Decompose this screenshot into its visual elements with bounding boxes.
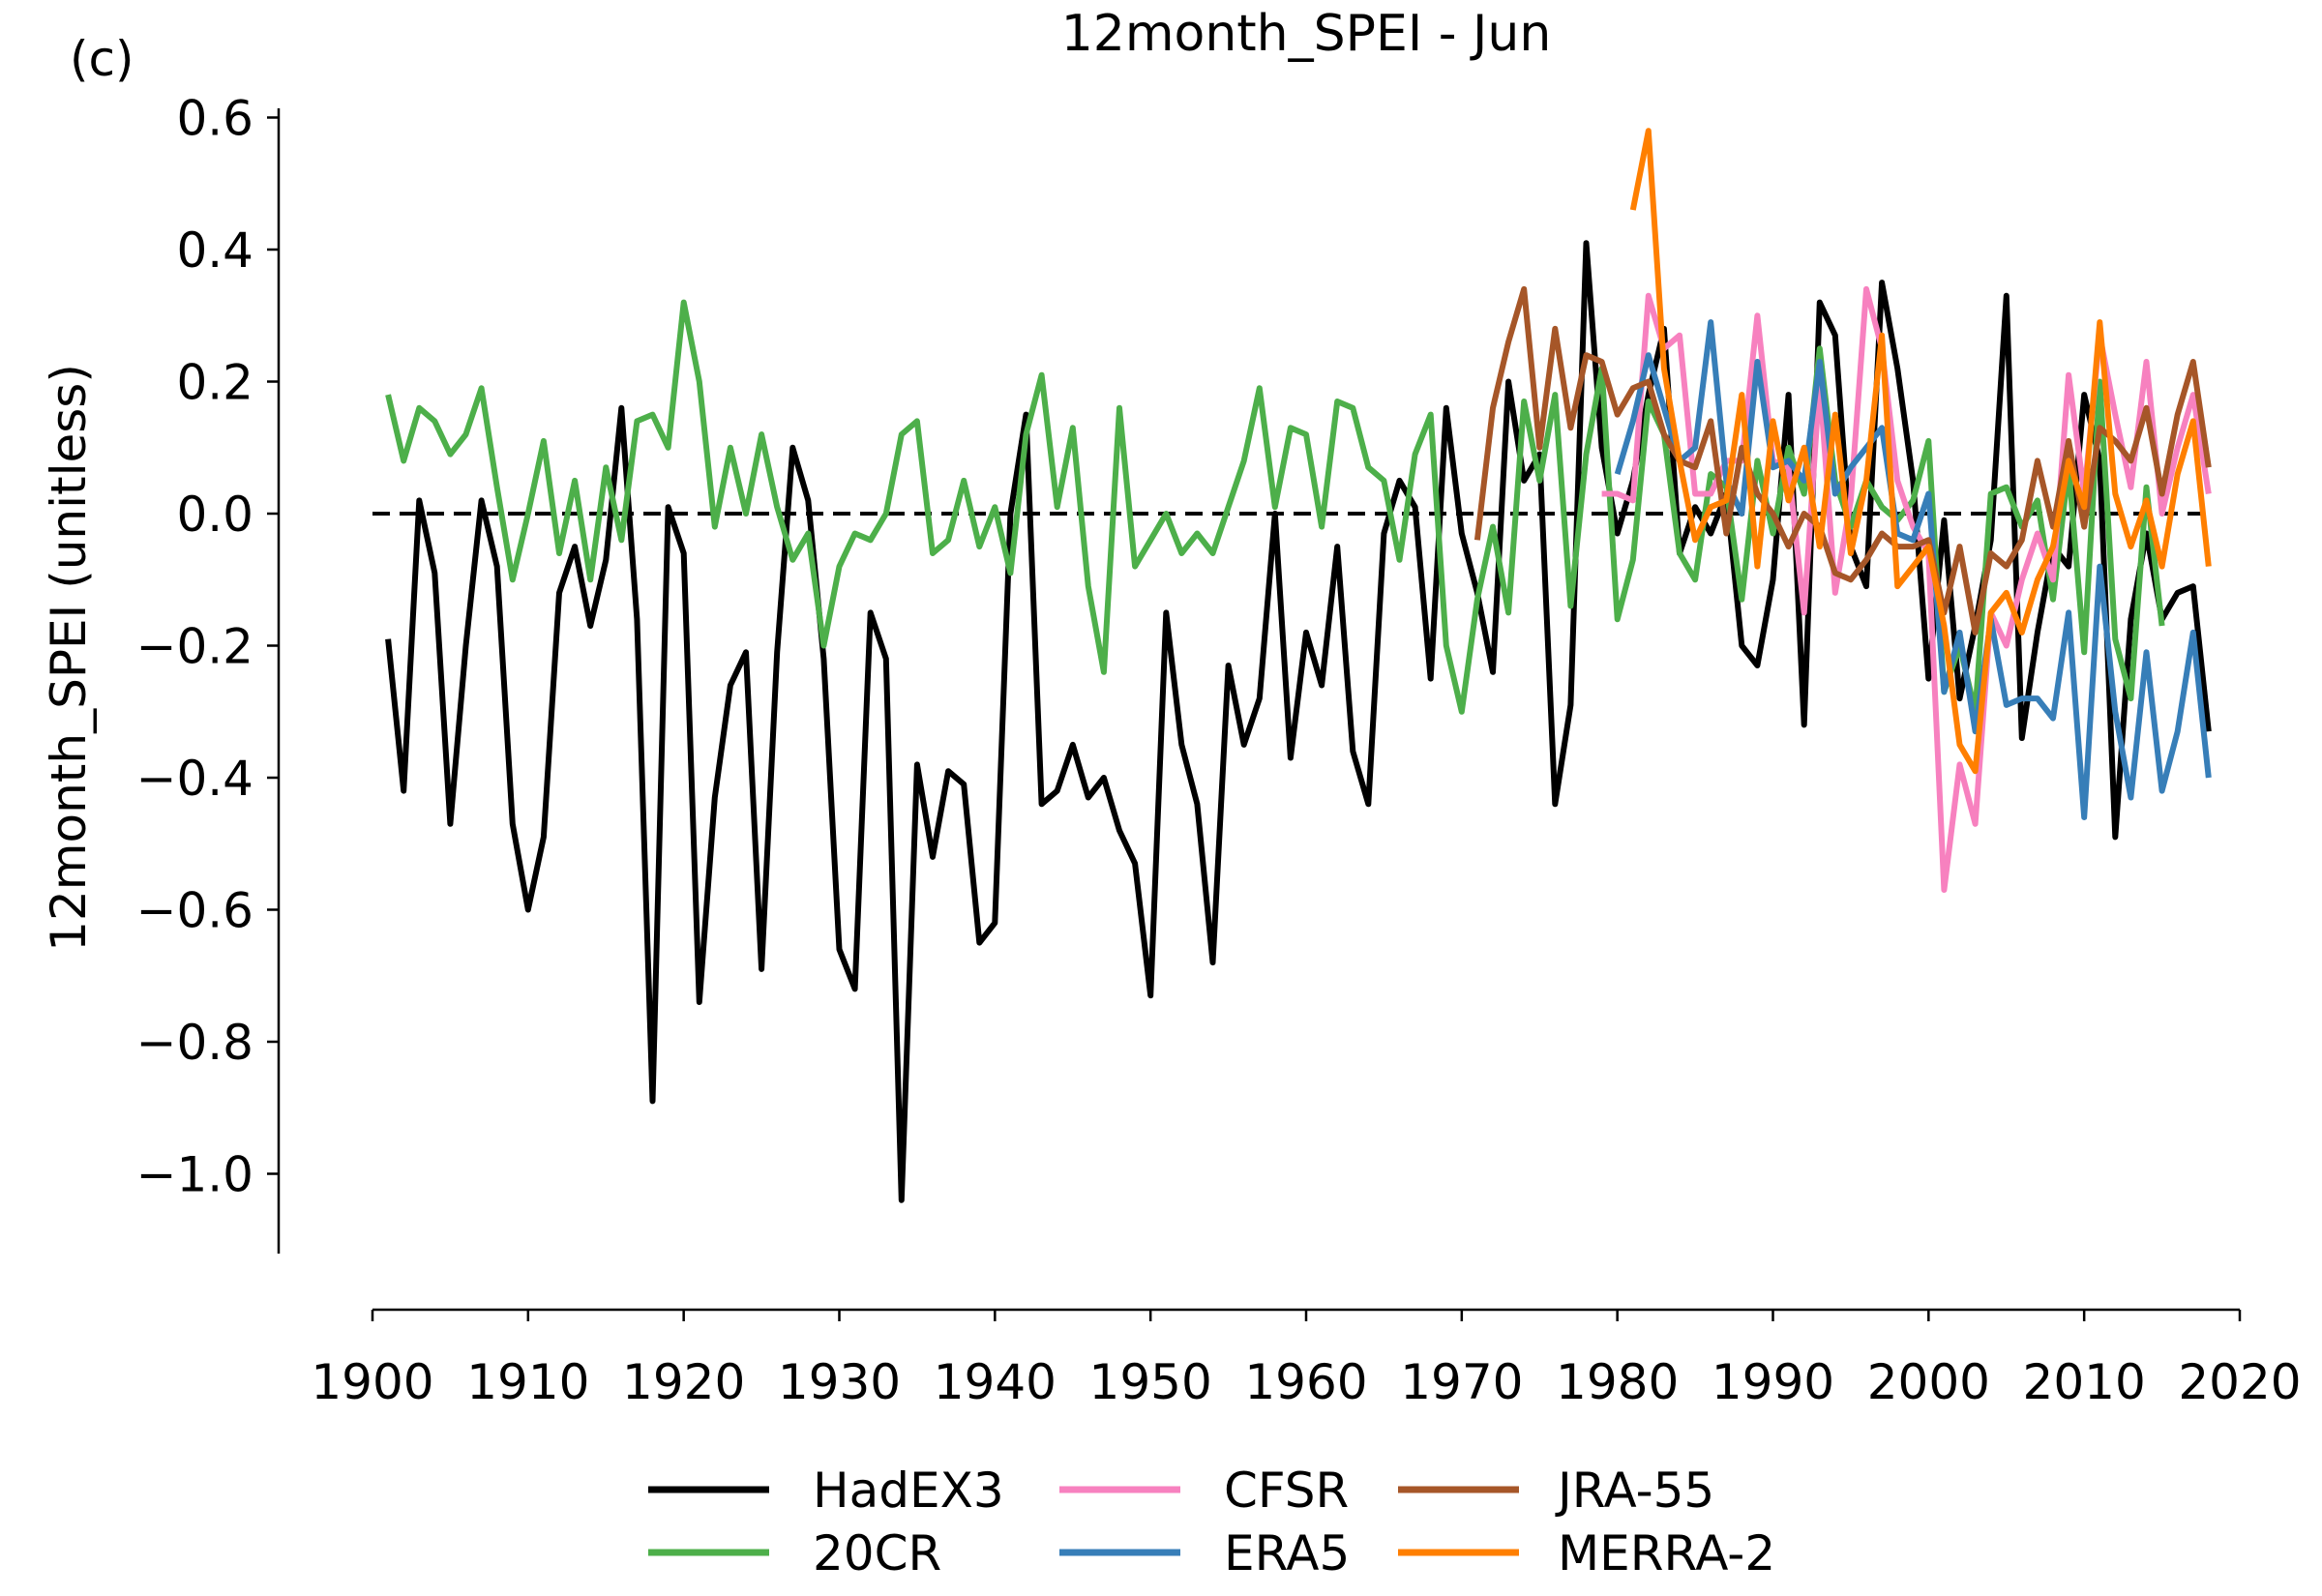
- y-tick-label: 0.4: [176, 222, 253, 279]
- legend-label: MERRA-2: [1558, 1525, 1775, 1581]
- y-tick-label: −0.4: [136, 751, 253, 807]
- y-tick-label: −0.8: [136, 1015, 253, 1071]
- legend-label: JRA-55: [1555, 1463, 1714, 1519]
- x-tick-label: 1950: [1089, 1354, 1212, 1410]
- x-tick-label: 1920: [622, 1354, 745, 1410]
- x-tick-label: 1960: [1244, 1354, 1367, 1410]
- series-line-jra-55: [1474, 285, 2212, 635]
- x-tick-label: 1940: [934, 1354, 1057, 1410]
- x-tick-label: 1970: [1400, 1354, 1523, 1410]
- y-tick-label: 0.2: [176, 355, 253, 411]
- y-axis-label: 12month_SPEI (unitless): [41, 364, 97, 952]
- panel-label: (c): [70, 31, 134, 87]
- legend-label: 20CR: [813, 1525, 941, 1581]
- x-tick-label: 2020: [2178, 1354, 2301, 1410]
- y-tick-label: −1.0: [136, 1147, 253, 1203]
- y-tick-label: 0.6: [176, 91, 253, 147]
- y-ticks: 0.6 0.4 0.2 0.0 −0.2 −0.4 −0.6 −0.8 −1.0: [136, 91, 279, 1203]
- legend: HadEX3 20CR CFSR ERA5 JRA-55 MERRA-2: [648, 1463, 1775, 1581]
- x-tick-label: 1900: [311, 1354, 433, 1410]
- y-tick-label: 0.0: [176, 487, 253, 543]
- x-tick-label: 1980: [1556, 1354, 1679, 1410]
- chart-title: 12month_SPEI - Jun: [1061, 5, 1552, 63]
- legend-label: ERA5: [1224, 1525, 1350, 1581]
- legend-label: CFSR: [1224, 1463, 1349, 1519]
- series-lines: [385, 128, 2212, 1203]
- y-tick-label: −0.6: [136, 883, 253, 939]
- x-tick-label: 2000: [1867, 1354, 1990, 1410]
- x-ticks: 1900 1910 1920 1930 1940 1950 1960 1970 1980 1990…: [311, 1310, 2302, 1410]
- x-tick-label: 1990: [1712, 1354, 1834, 1410]
- series-line-cfsr: [1601, 285, 2212, 893]
- x-tick-label: 2010: [2023, 1354, 2146, 1410]
- x-tick-label: 1930: [778, 1354, 901, 1410]
- y-tick-label: −0.2: [136, 619, 253, 675]
- series-line-hadex3: [385, 240, 2212, 1203]
- legend-label: HadEX3: [813, 1463, 1004, 1519]
- series-line-merra-2: [1629, 128, 2212, 775]
- series-line-era5: [1614, 319, 2212, 820]
- x-tick-label: 1910: [466, 1354, 589, 1410]
